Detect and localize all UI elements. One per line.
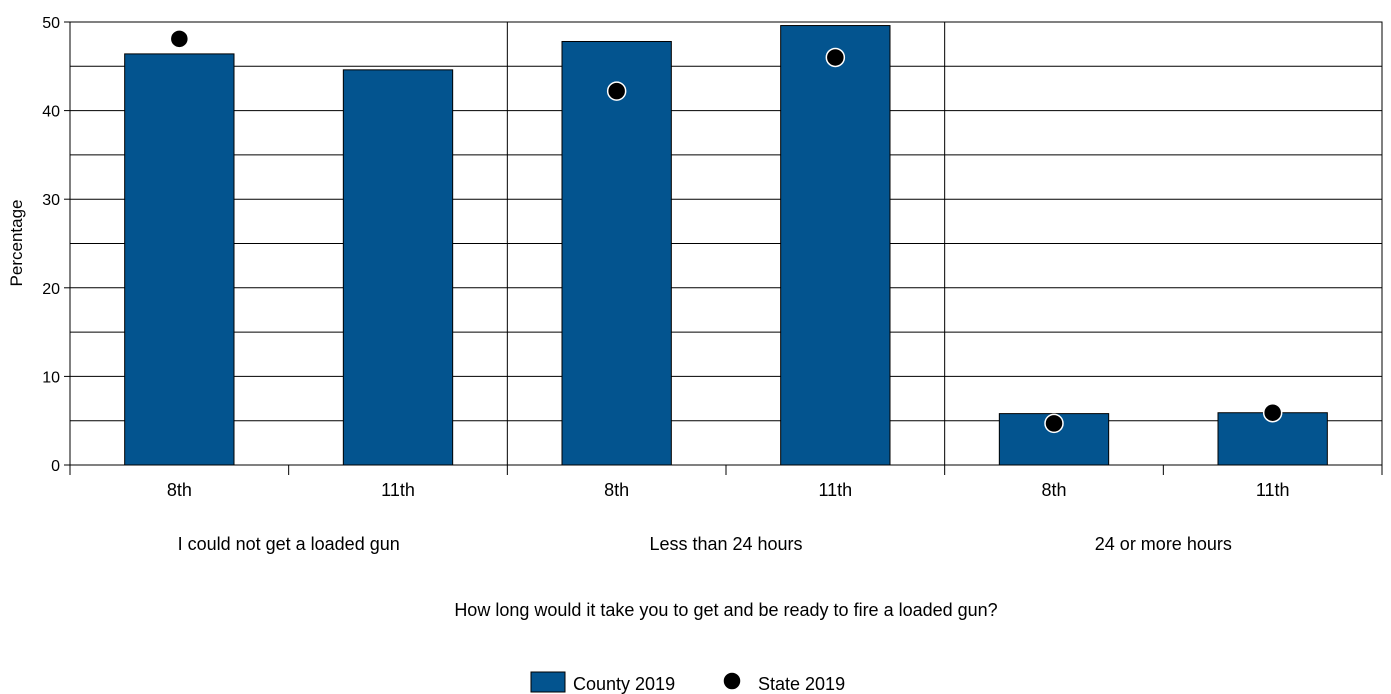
group-labels: I could not get a loaded gun Less than 24…	[178, 534, 1232, 554]
bars	[124, 25, 1328, 466]
x-axis-title: How long would it take you to get and be…	[454, 600, 997, 620]
bar	[561, 40, 672, 466]
group-label: I could not get a loaded gun	[178, 534, 400, 554]
bar	[124, 53, 235, 466]
state-marker	[825, 47, 846, 68]
state-marker	[1262, 402, 1283, 423]
legend-marker-state	[722, 671, 742, 691]
x-tick-label: 11th	[1256, 480, 1290, 500]
y-tick-label: 50	[42, 15, 60, 32]
group-dividers	[506, 22, 946, 465]
y-axis-title: Percentage	[7, 200, 26, 287]
y-tick-label: 0	[51, 458, 60, 475]
y-tick-label: 30	[42, 192, 60, 209]
x-tick-label: 11th	[818, 480, 852, 500]
x-tick-label: 8th	[167, 480, 192, 500]
state-marker	[1044, 413, 1064, 434]
bar	[342, 69, 454, 466]
group-label: 24 or more hours	[1095, 534, 1232, 554]
x-tick-label: 11th	[381, 480, 415, 500]
y-tick-label: 20	[42, 281, 60, 298]
bar	[780, 25, 891, 466]
y-axis-ticks: 0 10 20 30 40 50	[42, 15, 70, 475]
y-tick-label: 40	[42, 104, 60, 121]
state-marker	[606, 81, 627, 101]
legend-label-state: State 2019	[758, 674, 845, 694]
gridlines	[70, 65, 1382, 422]
markers	[169, 29, 1283, 434]
x-tick-label: 8th	[1041, 480, 1066, 500]
x-tick-label: 8th	[604, 480, 629, 500]
y-tick-label: 10	[42, 369, 60, 386]
state-marker	[169, 29, 190, 49]
legend: County 2019 State 2019	[530, 671, 845, 694]
x-axis-ticks: 8th 11th 8th 11th 8th 11th	[69, 465, 1383, 500]
legend-swatch-county	[530, 671, 566, 693]
legend-label-county: County 2019	[573, 674, 675, 694]
group-label: Less than 24 hours	[649, 534, 802, 554]
